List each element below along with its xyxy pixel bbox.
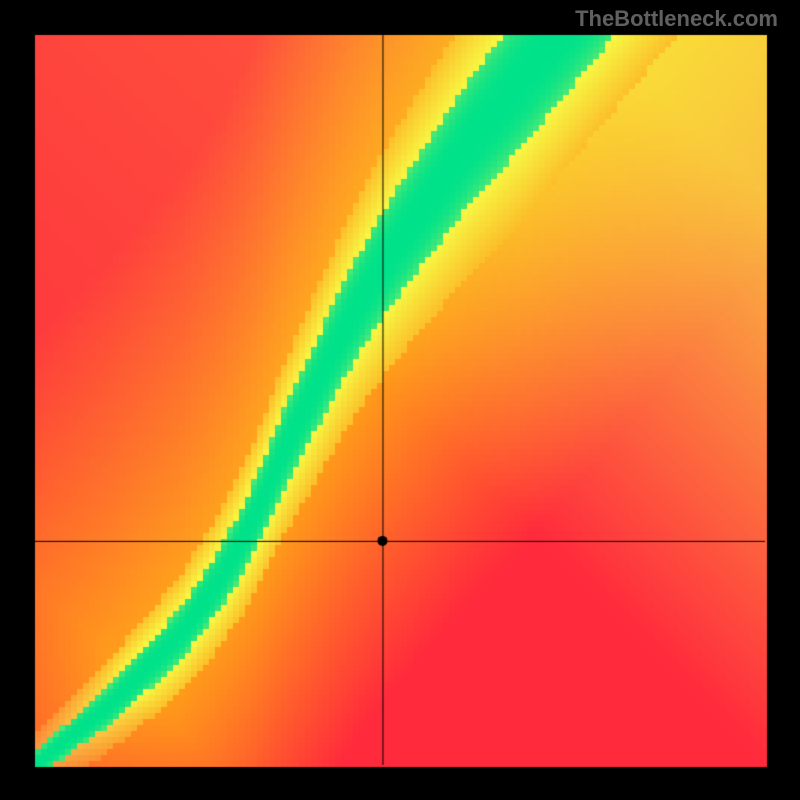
chart-container: TheBottleneck.com [0, 0, 800, 800]
watermark-text: TheBottleneck.com [575, 6, 778, 32]
bottleneck-heatmap [0, 0, 800, 800]
